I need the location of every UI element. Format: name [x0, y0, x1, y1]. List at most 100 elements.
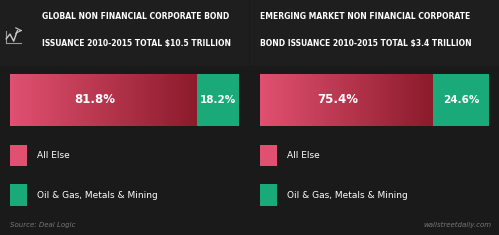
Bar — [34, 74, 35, 126]
Bar — [15, 74, 17, 126]
Bar — [299, 74, 300, 126]
Bar — [0, 0, 249, 66]
Bar — [189, 74, 190, 126]
Bar — [322, 74, 323, 126]
Bar — [66, 74, 67, 126]
Bar — [337, 74, 338, 126]
Bar — [187, 74, 188, 126]
Bar — [52, 74, 53, 126]
Bar — [284, 74, 285, 126]
Bar — [118, 74, 119, 126]
Bar — [399, 74, 400, 126]
Bar — [110, 74, 111, 126]
Bar — [329, 74, 330, 126]
Bar — [10, 184, 27, 206]
Bar — [344, 74, 345, 126]
Bar — [433, 74, 489, 126]
Bar — [381, 74, 382, 126]
Bar — [321, 74, 322, 126]
Bar — [148, 74, 149, 126]
Bar — [113, 74, 114, 126]
Bar — [90, 74, 91, 126]
Bar — [368, 74, 369, 126]
Text: Source: Deal Logic: Source: Deal Logic — [10, 222, 75, 228]
Bar — [278, 74, 279, 126]
Bar — [365, 74, 366, 126]
Bar — [264, 74, 265, 126]
Bar — [115, 74, 116, 126]
Bar — [327, 74, 328, 126]
Bar — [93, 74, 94, 126]
Bar — [190, 74, 191, 126]
Bar — [340, 74, 341, 126]
Bar — [396, 74, 398, 126]
Bar — [167, 74, 168, 126]
Bar — [349, 74, 350, 126]
Bar — [193, 74, 194, 126]
Bar — [89, 74, 90, 126]
Bar — [141, 74, 142, 126]
Bar — [250, 0, 499, 66]
Bar — [261, 74, 262, 126]
Bar — [107, 74, 109, 126]
Bar — [350, 74, 351, 126]
Bar — [168, 74, 170, 126]
Bar — [25, 74, 26, 126]
Bar — [300, 74, 302, 126]
Bar — [273, 74, 274, 126]
Bar — [302, 74, 303, 126]
Bar — [300, 74, 301, 126]
Bar — [162, 74, 163, 126]
Bar — [156, 74, 157, 126]
Bar — [370, 74, 372, 126]
Bar — [295, 74, 296, 126]
Bar — [104, 74, 105, 126]
Bar — [383, 74, 384, 126]
Bar — [126, 74, 127, 126]
Bar — [430, 74, 431, 126]
Bar — [352, 74, 353, 126]
Bar — [169, 74, 171, 126]
Bar — [331, 74, 332, 126]
Bar — [100, 74, 101, 126]
Bar — [314, 74, 315, 126]
Bar — [167, 74, 169, 126]
Text: wallstreetdaily.com: wallstreetdaily.com — [424, 222, 492, 228]
Bar — [173, 74, 174, 126]
Bar — [16, 74, 17, 126]
Bar — [383, 74, 385, 126]
Bar — [92, 74, 94, 126]
Bar — [17, 74, 18, 126]
Bar — [83, 74, 84, 126]
Bar — [260, 184, 277, 206]
Bar — [342, 74, 343, 126]
Bar — [12, 74, 13, 126]
Bar — [317, 74, 318, 126]
Bar — [96, 74, 97, 126]
Bar — [98, 74, 99, 126]
Bar — [71, 74, 72, 126]
Bar — [385, 74, 386, 126]
Bar — [57, 74, 58, 126]
Bar — [408, 74, 409, 126]
Bar — [27, 74, 28, 126]
Bar — [407, 74, 408, 126]
Bar — [265, 74, 266, 126]
Bar — [274, 74, 276, 126]
Bar — [144, 74, 145, 126]
Bar — [24, 74, 25, 126]
Bar — [196, 74, 197, 126]
Bar — [60, 74, 62, 126]
Bar — [182, 74, 184, 126]
Bar — [112, 74, 113, 126]
Bar — [134, 74, 135, 126]
Bar — [154, 74, 155, 126]
Bar — [309, 74, 310, 126]
Text: BOND ISSUANCE 2010-2015 TOTAL $3.4 TRILLION: BOND ISSUANCE 2010-2015 TOTAL $3.4 TRILL… — [260, 39, 472, 48]
Bar — [293, 74, 294, 126]
Bar — [425, 74, 426, 126]
Bar — [109, 74, 110, 126]
Bar — [136, 74, 137, 126]
Bar — [82, 74, 83, 126]
Bar — [412, 74, 413, 126]
